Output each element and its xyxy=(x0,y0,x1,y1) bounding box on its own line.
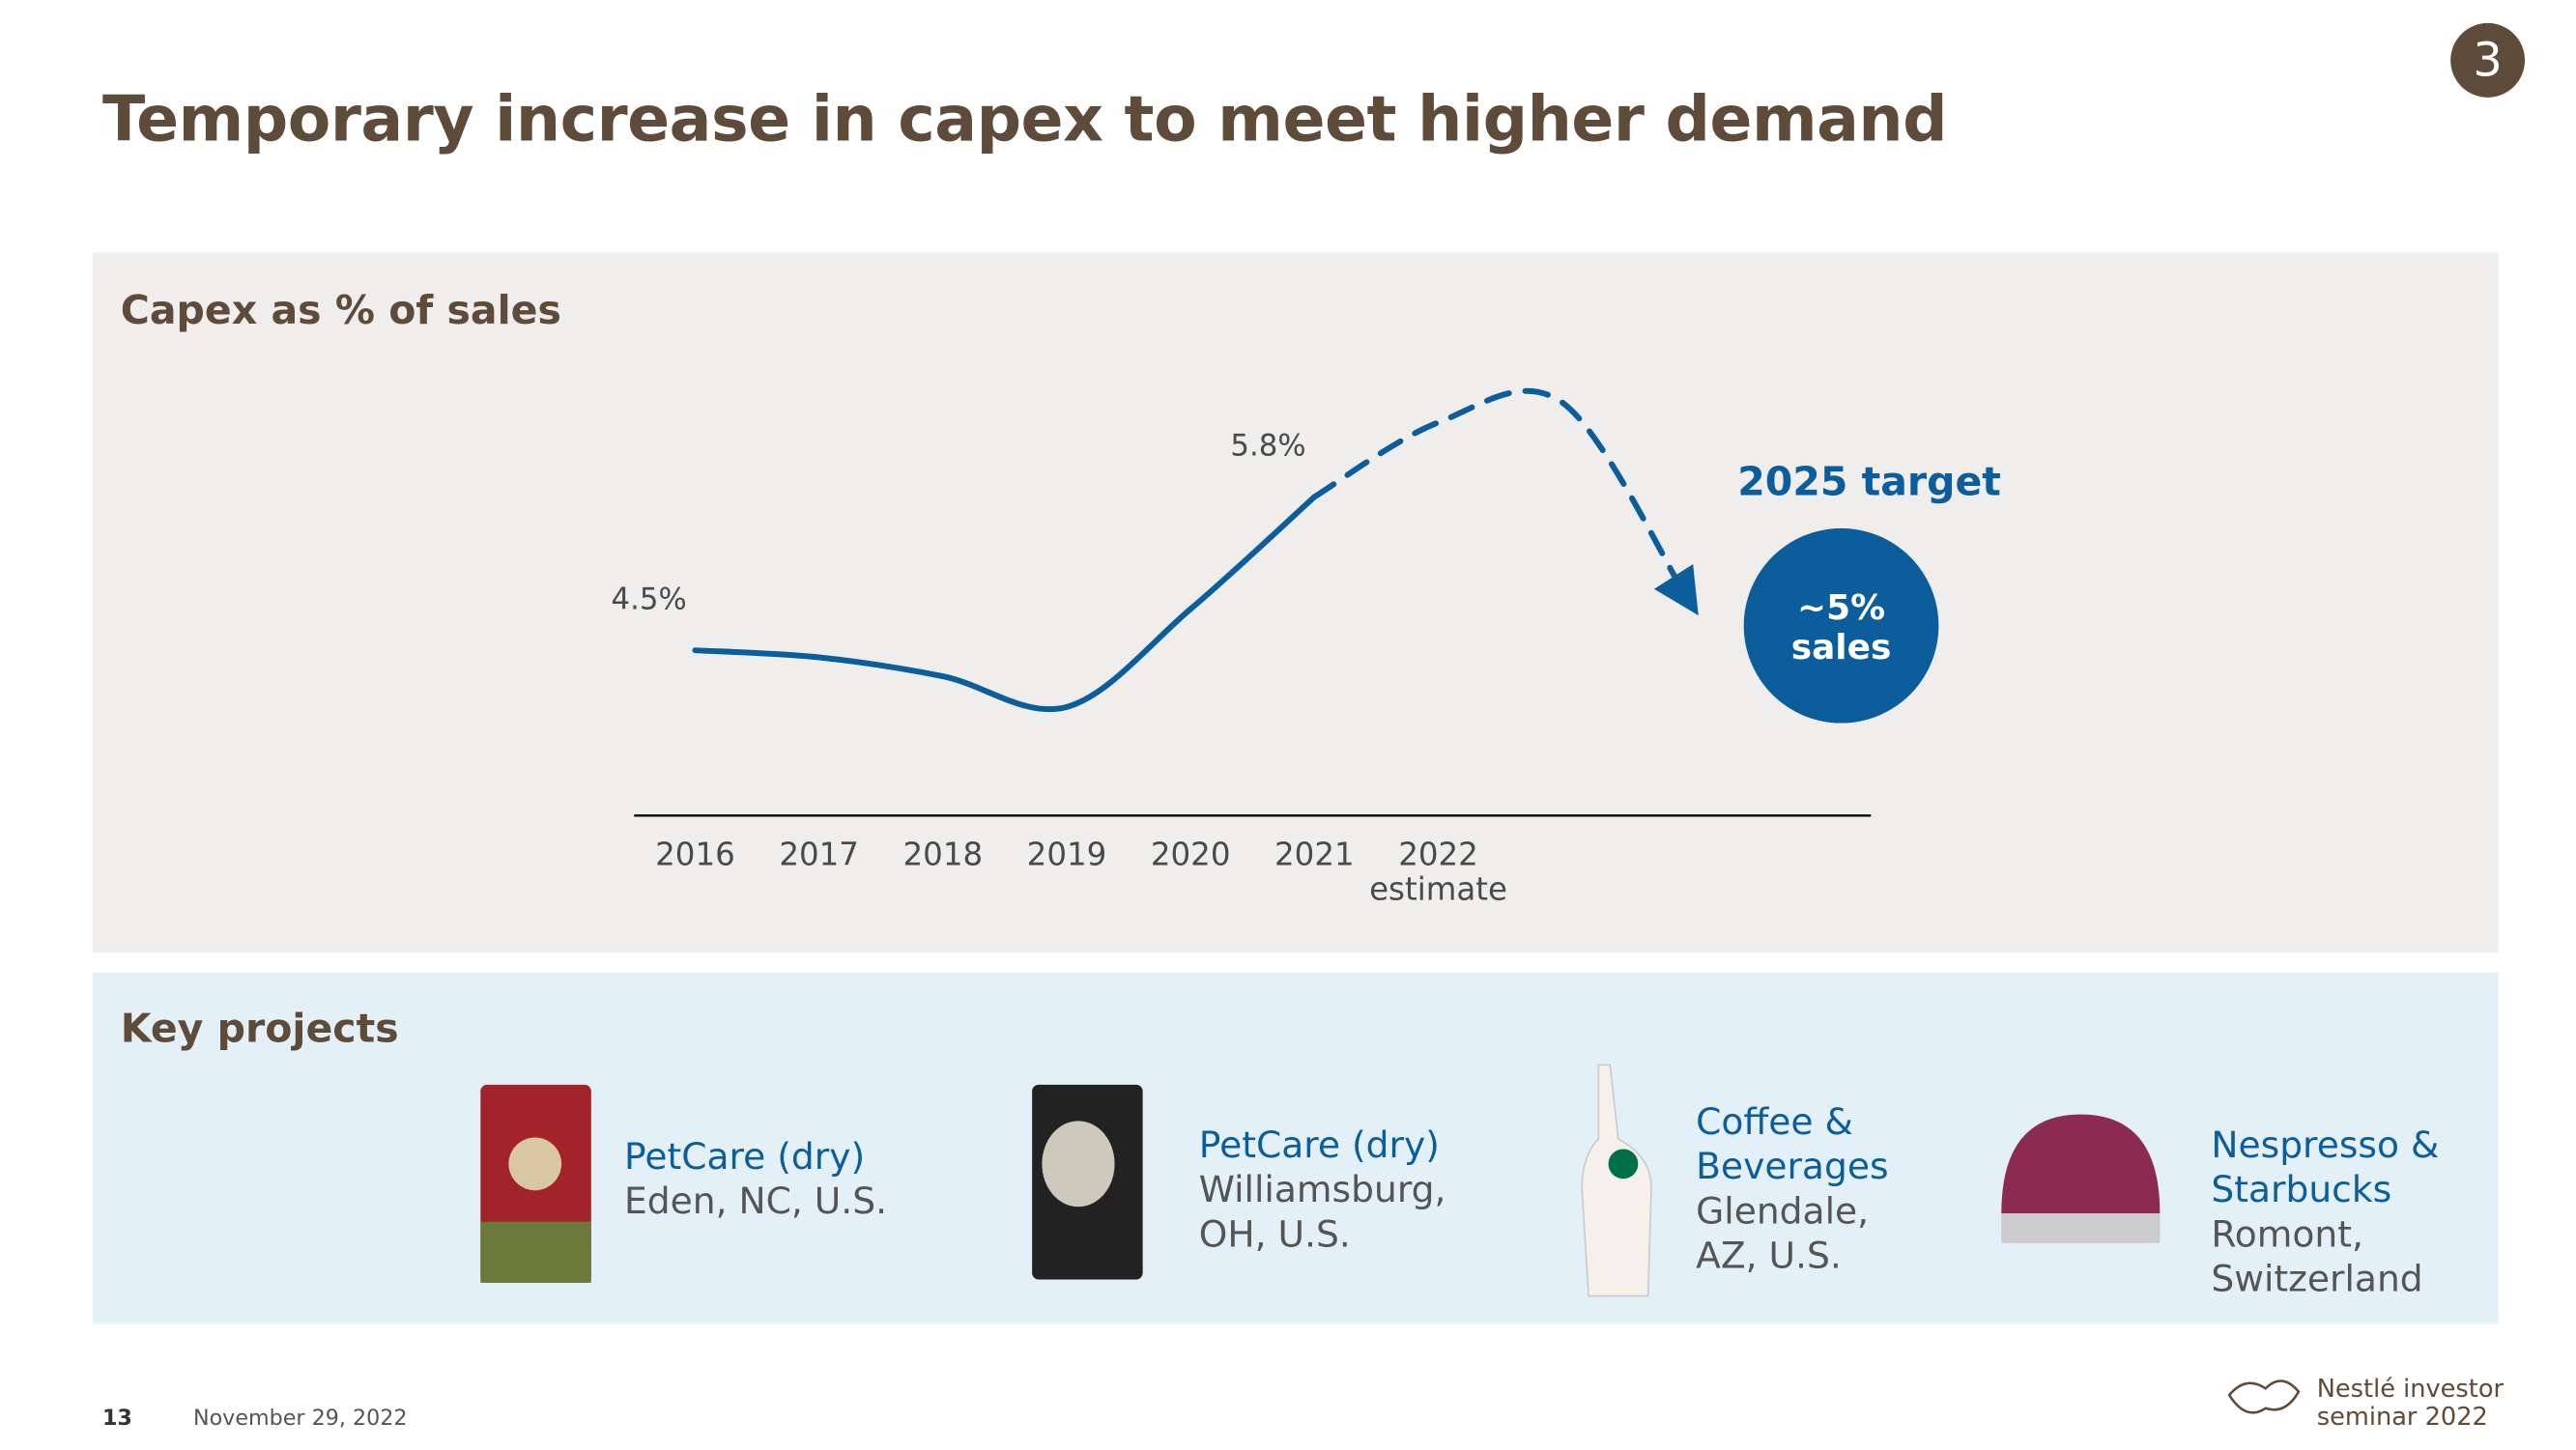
page-number: 13 xyxy=(101,1407,132,1432)
project: Coffee & Beverages Glendale, AZ, U.S. xyxy=(1696,1101,1903,1280)
product-logo xyxy=(1608,1149,1639,1180)
line-series xyxy=(692,494,1318,713)
x-tick-label: 2018 xyxy=(902,837,984,874)
x-tick-label: 2019 xyxy=(1026,837,1107,874)
footer-brand: Nestlé investor seminar 2022 xyxy=(2316,1373,2504,1432)
project-title: PetCare (dry) xyxy=(1198,1125,1440,1168)
product-capsule xyxy=(2001,1114,2161,1214)
x-tick-label: 2017 xyxy=(779,837,859,874)
project-location: Eden, NC, U.S. xyxy=(624,1181,888,1224)
project: PetCare (dry) Eden, NC, U.S. xyxy=(624,1136,922,1225)
project-title: PetCare (dry) xyxy=(624,1137,866,1180)
product-bag-band xyxy=(480,1221,591,1283)
product-bottle xyxy=(1581,1064,1652,1297)
line-series xyxy=(1311,387,1699,616)
project-location: Glendale, AZ, U.S. xyxy=(1696,1191,1870,1278)
brand-logo xyxy=(2227,1379,2301,1414)
project: Nespresso & Starbucks Romont, Switzerland xyxy=(2211,1124,2475,1303)
x-tick-label: 2020 xyxy=(1150,837,1231,874)
data-label: 4.5% xyxy=(612,582,687,616)
x-tick-label: 2021 xyxy=(1274,837,1355,874)
project-title: Nespresso & Starbucks xyxy=(2211,1125,2440,1212)
x-tick-label: 2022 estimate xyxy=(1369,837,1507,908)
product-images xyxy=(480,1064,2301,1414)
projects-title: Key projects xyxy=(120,1005,399,1052)
product-cat xyxy=(1042,1121,1115,1208)
section-badge: 3 xyxy=(2450,22,2526,98)
target-title: 2025 target xyxy=(1737,459,2001,505)
target-text: sales xyxy=(1791,628,1892,668)
project-location: Williamsburg, OH, U.S. xyxy=(1198,1170,1446,1257)
data-label: 5.8% xyxy=(1230,429,1305,464)
project-location: Romont, Switzerland xyxy=(2211,1214,2423,1301)
footer-date: November 29, 2022 xyxy=(192,1407,408,1432)
product-capsule-rim xyxy=(2001,1213,2161,1243)
slide-title: Temporary increase in capex to meet high… xyxy=(101,82,1948,156)
project: PetCare (dry) Williamsburg, OH, U.S. xyxy=(1199,1124,1472,1258)
x-tick-label: 2016 xyxy=(655,837,735,874)
chart-title: Capex as % of sales xyxy=(120,287,561,334)
target-text: ~5% xyxy=(1797,588,1885,628)
target-circle xyxy=(1743,527,1939,724)
product-logo xyxy=(508,1137,562,1191)
project-title: Coffee & Beverages xyxy=(1696,1102,1889,1189)
chart-panel xyxy=(92,252,2499,953)
